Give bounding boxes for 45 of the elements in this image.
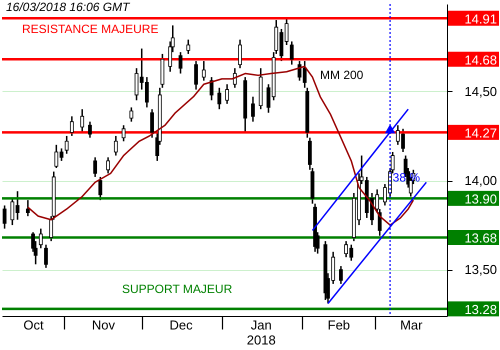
x-tick-label: Oct [23,318,44,332]
candlestick [202,60,206,82]
candlestick [98,176,102,201]
candlestick [194,60,198,90]
ref-line-label: 13.90 [464,191,497,206]
x-tick-label: Mar [400,318,424,332]
candlestick [238,38,242,69]
candlestick [129,106,134,122]
ref-line-label: 14.27 [464,125,497,140]
candlestick [38,228,43,249]
candlestick [106,156,110,174]
candlestick [251,96,255,122]
x-tick-label: Feb [328,318,350,332]
candlestick [80,108,84,134]
ref-line-label: 14.68 [464,52,497,68]
candlestick [26,199,30,217]
candlestick [225,83,229,105]
candlestick [88,120,92,138]
ref-line-label: 13.68 [464,230,497,246]
annotation: SUPPORT MAJEUR [122,282,233,296]
y-tick-label: 14,50 [464,84,498,99]
y-tick-label: 14,00 [464,173,498,188]
candlestick [122,124,126,142]
candlestick [44,244,48,269]
annotation: RESISTANCE MAJEURE [22,22,158,36]
candlestick [93,156,98,178]
candlestick [178,51,182,74]
annotation: 16/03/2018 16:06 GMT [6,0,132,14]
y-tick-label: 13,50 [464,262,498,278]
x-tick-label: Dec [169,318,194,332]
candlestick [290,40,294,66]
annotation: MM 200 [320,68,364,82]
candlestick [114,135,118,156]
candlestick [210,76,214,102]
x-tick-label: Jan 2018 [246,318,276,348]
ref-line-label: 14.91 [464,11,497,26]
candlestick [217,87,222,110]
candlestick [2,204,6,230]
ref-line-label: 13.28 [464,302,497,317]
candlestick [186,38,190,55]
candlestick [64,135,69,155]
candlestick [339,265,343,285]
candlestick [70,116,74,137]
candlestick [150,108,154,138]
x-tick-label: Nov [92,318,116,332]
